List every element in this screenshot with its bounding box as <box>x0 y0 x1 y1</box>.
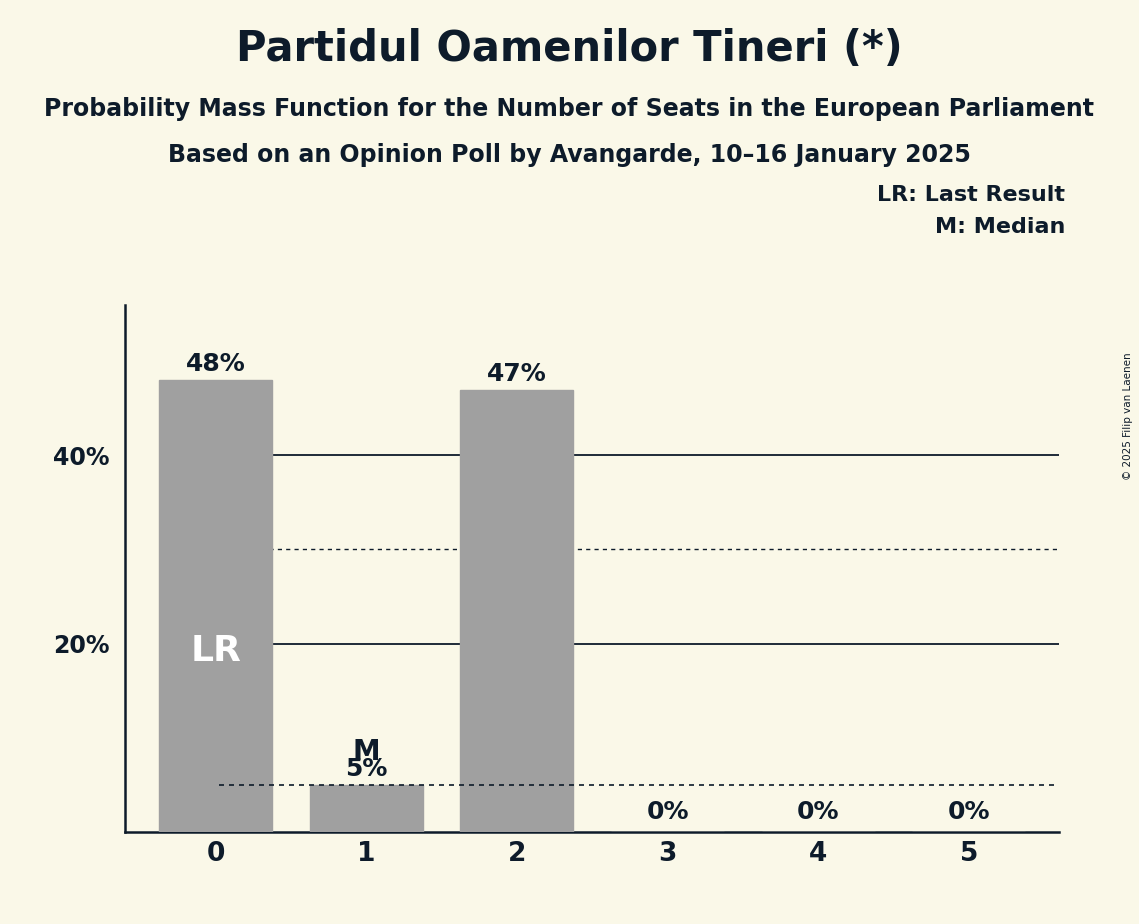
Text: 5%: 5% <box>345 757 387 781</box>
Text: Based on an Opinion Poll by Avangarde, 10–16 January 2025: Based on an Opinion Poll by Avangarde, 1… <box>169 143 970 167</box>
Text: M: M <box>352 737 380 766</box>
Text: 48%: 48% <box>186 352 246 376</box>
Bar <box>310 784 423 832</box>
Text: LR: LR <box>190 634 241 668</box>
Text: 0%: 0% <box>948 800 990 824</box>
Text: © 2025 Filip van Laenen: © 2025 Filip van Laenen <box>1123 352 1133 480</box>
Text: 47%: 47% <box>487 362 547 386</box>
Text: Probability Mass Function for the Number of Seats in the European Parliament: Probability Mass Function for the Number… <box>44 97 1095 121</box>
Bar <box>159 380 272 832</box>
Text: Partidul Oamenilor Tineri (*): Partidul Oamenilor Tineri (*) <box>236 28 903 69</box>
Text: M: Median: M: Median <box>935 217 1065 237</box>
Bar <box>460 390 573 832</box>
Text: LR: Last Result: LR: Last Result <box>877 185 1065 205</box>
Text: 0%: 0% <box>797 800 839 824</box>
Text: 0%: 0% <box>646 800 689 824</box>
